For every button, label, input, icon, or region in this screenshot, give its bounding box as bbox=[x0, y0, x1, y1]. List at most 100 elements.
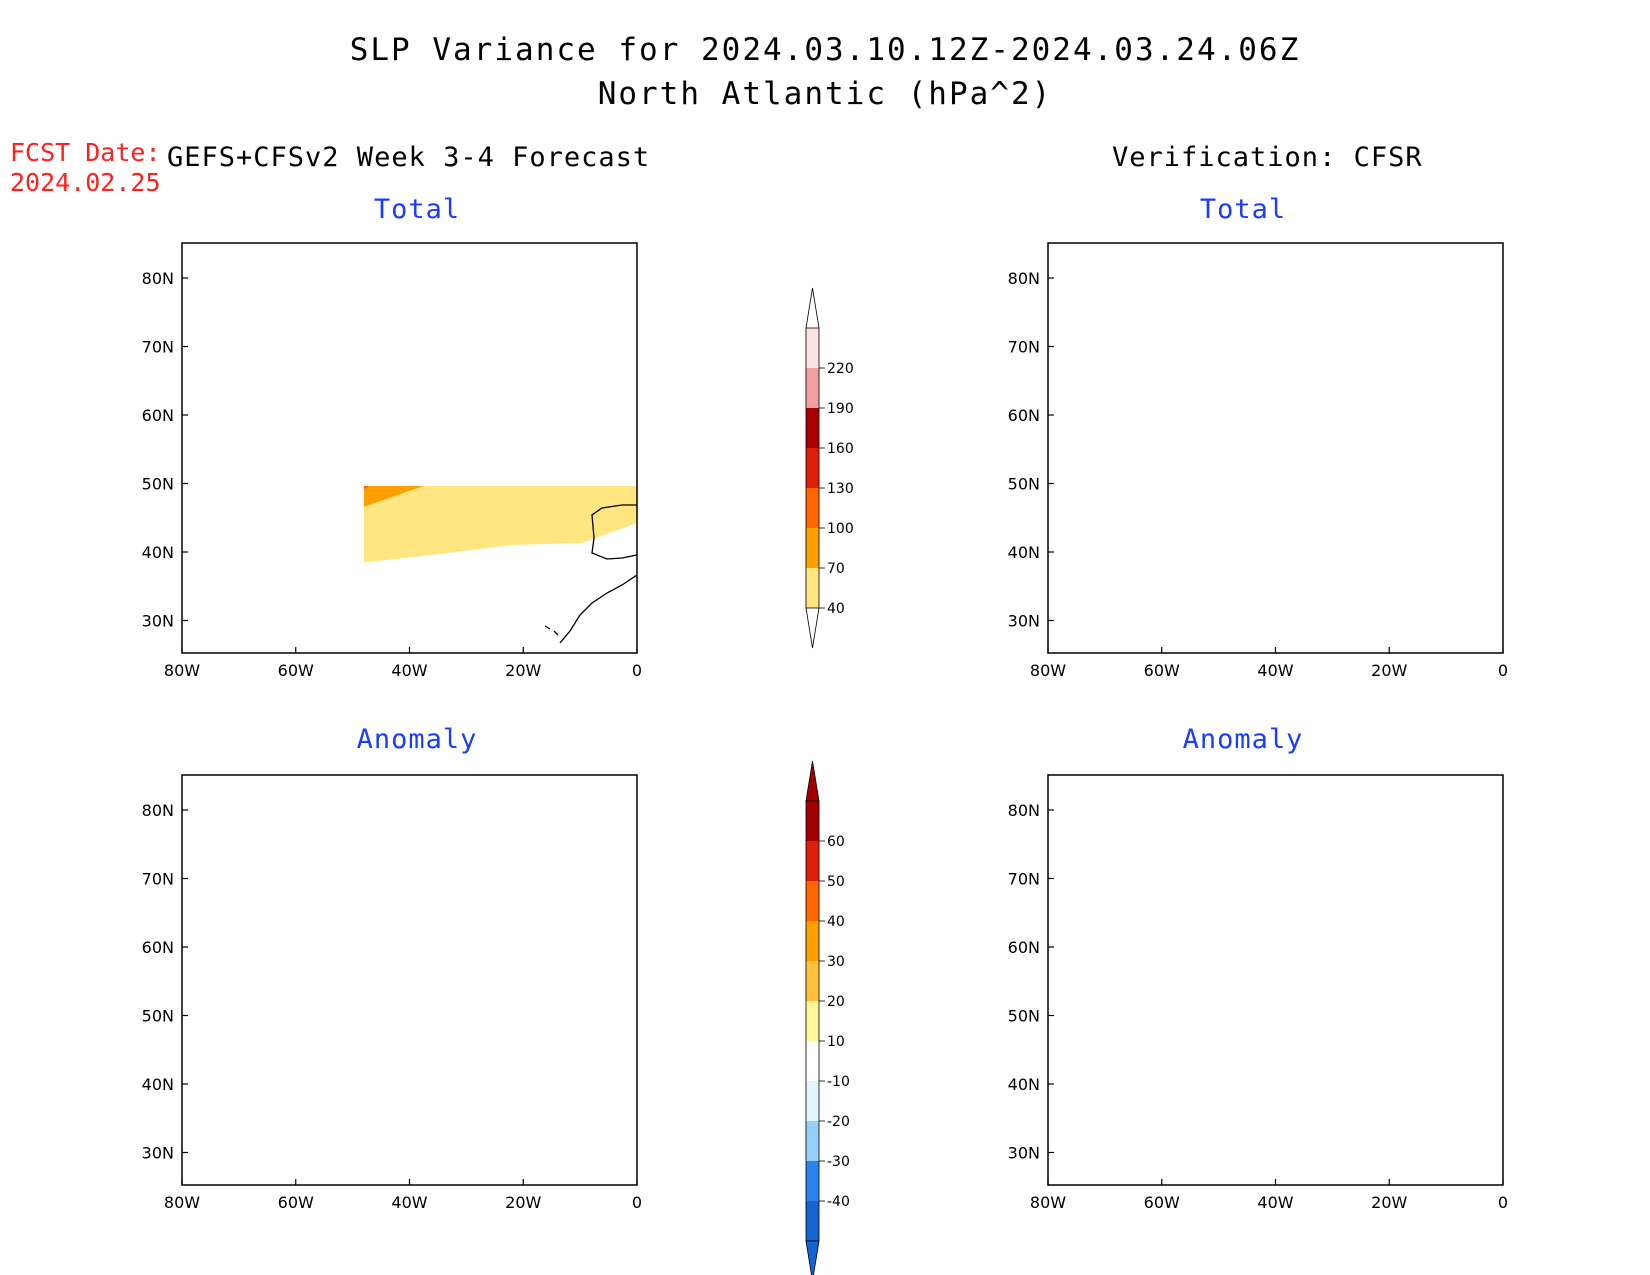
colorbar-segment bbox=[806, 568, 819, 608]
colorbar-label: -30 bbox=[827, 1154, 850, 1170]
colorbar-segment bbox=[806, 961, 819, 1001]
colorbar-label: 50 bbox=[827, 874, 845, 890]
colorbar-label: 190 bbox=[827, 401, 854, 417]
colorbar-label: 30 bbox=[827, 954, 845, 970]
colorbar-arrow-top bbox=[805, 287, 820, 329]
colorbar-segment bbox=[806, 801, 819, 841]
colorbar-label: 40 bbox=[827, 914, 845, 930]
lat-tick-label: 60N bbox=[142, 406, 174, 425]
lat-tick-label: 40N bbox=[142, 1075, 174, 1094]
panel-title-forecast-total: Total bbox=[373, 194, 461, 225]
figure-title: SLP Variance for 2024.03.10.12Z-2024.03.… bbox=[349, 32, 1301, 68]
lat-tick-label: 30N bbox=[1008, 1144, 1040, 1163]
colorbar-segment bbox=[806, 841, 819, 881]
lat-tick-label: 30N bbox=[142, 612, 174, 631]
colorbar-segment bbox=[806, 328, 819, 368]
lon-tick-label: 80W bbox=[164, 1193, 200, 1212]
colorbar-segment bbox=[806, 1161, 819, 1201]
shade-40-70 bbox=[364, 486, 637, 563]
forecast-column-title: GEFS+CFSv2 Week 3-4 Forecast bbox=[167, 142, 651, 173]
colorbar-label: 160 bbox=[827, 441, 854, 457]
colorbar-label: -20 bbox=[827, 1114, 850, 1130]
colorbar-label: 40 bbox=[827, 601, 845, 617]
lat-tick-label: 50N bbox=[1008, 475, 1040, 494]
colorbar-segment bbox=[806, 1081, 819, 1121]
lon-tick-label: 0 bbox=[632, 661, 642, 680]
colorbar-label: 10 bbox=[827, 1034, 845, 1050]
colorbar-label: -10 bbox=[827, 1074, 850, 1090]
lat-tick-label: 40N bbox=[1008, 1075, 1040, 1094]
colorbar-segment bbox=[806, 921, 819, 961]
colorbar-segment bbox=[806, 408, 819, 448]
lat-tick-label: 40N bbox=[142, 543, 174, 562]
lat-tick-label: 80N bbox=[142, 269, 174, 288]
colorbar-segment bbox=[806, 1001, 819, 1041]
colorbar-arrow-bottom bbox=[805, 607, 820, 649]
lon-tick-label: 60W bbox=[278, 1193, 314, 1212]
shade-100-130-south bbox=[364, 486, 369, 490]
forecast-total-map bbox=[181, 242, 638, 654]
colorbar-segment bbox=[806, 1121, 819, 1161]
lat-tick-label: 80N bbox=[1008, 801, 1040, 820]
lon-tick-label: 0 bbox=[1498, 1193, 1508, 1212]
map-axes: 80W 60W 40W 20W 0 80N 70N 60N 50N 40N 30N 80W 60W 40W… bbox=[142, 269, 1508, 1212]
total-colorbar: 220 190 160 130 100 70 40 bbox=[805, 287, 854, 649]
panel-title-verification-total: Total bbox=[1199, 194, 1287, 225]
colorbar-segment bbox=[806, 488, 819, 528]
lon-tick-label: 60W bbox=[1144, 1193, 1180, 1212]
anomaly-colorbar: 60 50 40 30 20 10 -10 -20 -30 -40 bbox=[805, 760, 850, 1275]
colorbar-label: -40 bbox=[827, 1194, 850, 1210]
colorbar-arrow-top bbox=[805, 760, 820, 802]
colorbar-label: 20 bbox=[827, 994, 845, 1010]
colorbar-label: 130 bbox=[827, 481, 854, 497]
lon-tick-label: 60W bbox=[278, 661, 314, 680]
colorbar-arrow-bottom bbox=[805, 1240, 820, 1275]
lon-tick-label: 40W bbox=[1257, 661, 1293, 680]
verification-anomaly-map bbox=[1047, 774, 1504, 1186]
lat-tick-label: 50N bbox=[142, 1007, 174, 1026]
fcst-date-value: 2024.02.25 bbox=[10, 168, 161, 197]
colorbar-segment bbox=[806, 881, 819, 921]
lon-tick-label: 40W bbox=[391, 1193, 427, 1212]
lat-tick-label: 80N bbox=[142, 801, 174, 820]
lon-tick-label: 20W bbox=[505, 661, 541, 680]
lat-tick-label: 60N bbox=[142, 938, 174, 957]
lat-tick-label: 70N bbox=[1008, 870, 1040, 889]
lon-tick-label: 20W bbox=[1371, 1193, 1407, 1212]
lon-tick-label: 0 bbox=[1498, 661, 1508, 680]
lat-tick-label: 50N bbox=[1008, 1007, 1040, 1026]
colorbar-segment bbox=[806, 368, 819, 408]
colorbar-label: 100 bbox=[827, 521, 854, 537]
verification-column-title: Verification: CFSR bbox=[1112, 142, 1423, 173]
lon-tick-label: 20W bbox=[505, 1193, 541, 1212]
lon-tick-label: 80W bbox=[1030, 661, 1066, 680]
fcst-date: FCST Date: 2024.02.25 bbox=[10, 138, 161, 198]
colorbar-segment bbox=[806, 1041, 819, 1081]
colorbar-label: 220 bbox=[827, 361, 854, 377]
forecast-anomaly-map bbox=[181, 774, 638, 1186]
lon-tick-label: 40W bbox=[1257, 1193, 1293, 1212]
lon-tick-label: 80W bbox=[1030, 1193, 1066, 1212]
lat-tick-label: 40N bbox=[1008, 543, 1040, 562]
figure-subtitle: North Atlantic (hPa^2) bbox=[597, 76, 1053, 112]
lon-tick-label: 40W bbox=[391, 661, 427, 680]
colorbar-segment bbox=[806, 448, 819, 488]
lon-tick-label: 80W bbox=[164, 661, 200, 680]
lon-tick-label: 60W bbox=[1144, 661, 1180, 680]
colorbar-label: 70 bbox=[827, 561, 845, 577]
lon-tick-label: 0 bbox=[632, 1193, 642, 1212]
lat-tick-label: 60N bbox=[1008, 938, 1040, 957]
colorbar-label: 60 bbox=[827, 834, 845, 850]
lon-tick-label: 20W bbox=[1371, 661, 1407, 680]
lat-tick-label: 50N bbox=[142, 475, 174, 494]
panel-title-forecast-anomaly: Anomaly bbox=[356, 724, 478, 755]
colorbar-segment bbox=[806, 1201, 819, 1241]
verification-total-map bbox=[1047, 242, 1504, 654]
lat-tick-label: 80N bbox=[1008, 269, 1040, 288]
fcst-date-label: FCST Date: bbox=[10, 138, 161, 167]
lat-tick-label: 70N bbox=[142, 338, 174, 357]
lat-tick-label: 30N bbox=[1008, 612, 1040, 631]
colorbar-segment bbox=[806, 528, 819, 568]
lat-tick-label: 70N bbox=[1008, 338, 1040, 357]
